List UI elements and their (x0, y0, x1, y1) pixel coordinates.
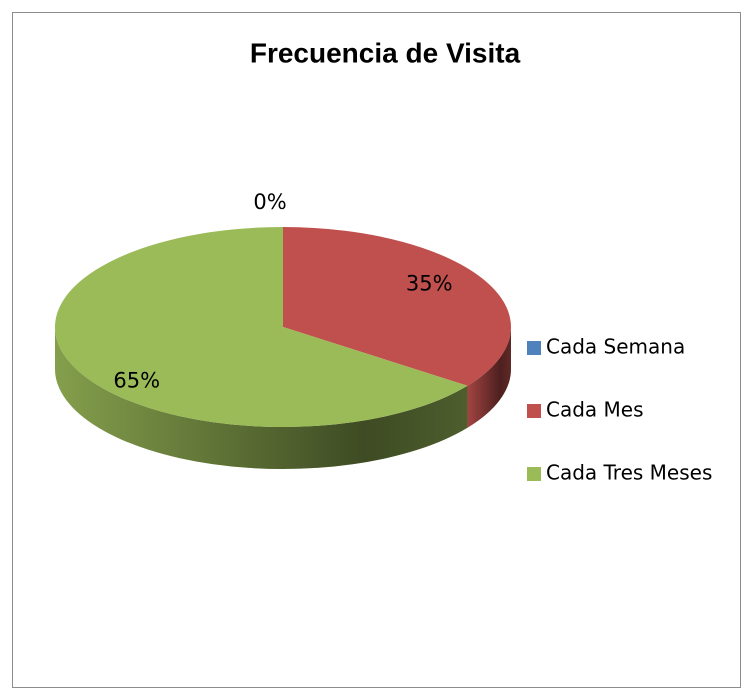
legend-label: Cada Semana (546, 335, 685, 359)
slice (54, 227, 468, 428)
pie: 0% 35% 65% (54, 190, 511, 469)
data-label: 65% (113, 369, 160, 393)
legend-swatch (527, 341, 541, 355)
slice (283, 227, 511, 386)
data-label: 0% (253, 190, 286, 214)
side-shade (467, 327, 511, 428)
legend: Cada Semana Cada Mes Cada Tres Meses (527, 335, 712, 485)
chart-title: Frecuencia de Visita (250, 37, 521, 68)
legend-label: Cada Mes (546, 398, 644, 422)
data-label: 35% (406, 271, 453, 295)
legend-swatch (527, 467, 541, 481)
legend-swatch (527, 404, 541, 418)
legend-label: Cada Tres Meses (546, 461, 712, 485)
side-shade (55, 327, 468, 469)
